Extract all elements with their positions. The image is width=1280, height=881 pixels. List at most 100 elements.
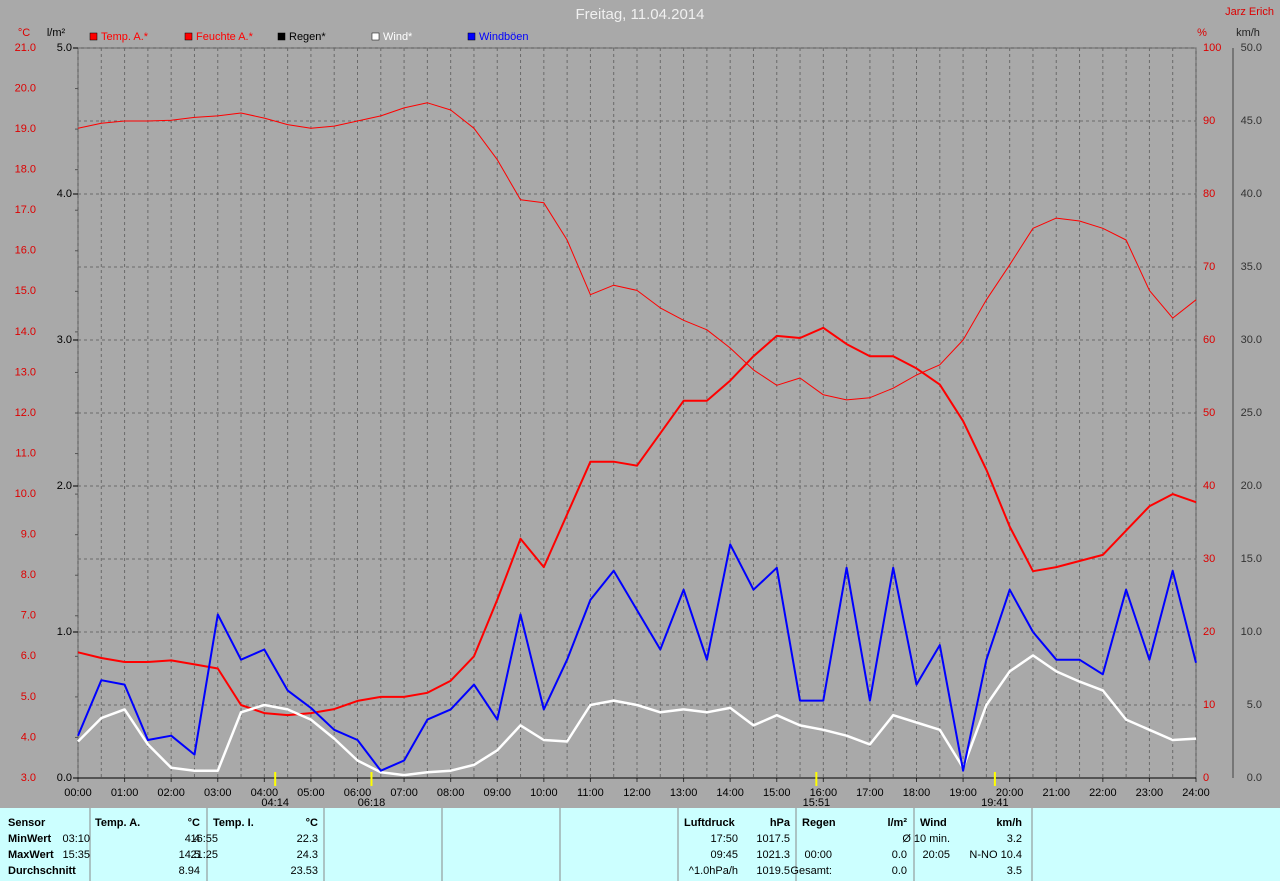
y3-tick-label: 4.0 bbox=[57, 188, 72, 200]
x-tick-label: 16:00 bbox=[810, 787, 838, 799]
x-tick-label: 14:00 bbox=[716, 787, 744, 799]
x-tick-label: 20:00 bbox=[996, 787, 1024, 799]
y2-tick-label: 80 bbox=[1203, 188, 1215, 200]
cell-label: ^1.0hPa/h bbox=[689, 865, 738, 877]
y-tick-label: 19.0 bbox=[15, 123, 36, 135]
cell-label: 20:05 bbox=[922, 849, 950, 861]
y-tick-label: 15.0 bbox=[15, 285, 36, 297]
y-tick-label: 18.0 bbox=[15, 164, 36, 176]
panel-title: Wind bbox=[920, 817, 947, 829]
cell-label: Ø 10 min. bbox=[902, 833, 950, 845]
cell-value: 0.0 bbox=[892, 865, 907, 877]
y-tick-label: 11.0 bbox=[15, 447, 36, 459]
x-tick-label: 04:00 bbox=[251, 787, 279, 799]
cell-value: 22.3 bbox=[297, 833, 318, 845]
y2-tick-label: 100 bbox=[1203, 42, 1221, 54]
y4-tick-label: 35.0 bbox=[1241, 261, 1262, 273]
cell-value: 3.5 bbox=[1007, 865, 1022, 877]
y-tick-label: 17.0 bbox=[15, 204, 36, 216]
cell-value: 23.53 bbox=[290, 865, 318, 877]
panel-unit: l/m² bbox=[887, 817, 907, 829]
y2-tick-label: 30 bbox=[1203, 553, 1215, 565]
series-line bbox=[77, 326, 1197, 717]
x-tick-label: 19:00 bbox=[949, 787, 977, 799]
cell-label: Gesamt: bbox=[790, 865, 832, 877]
x-tick-label: 07:00 bbox=[390, 787, 418, 799]
series-line bbox=[77, 102, 1197, 401]
panel-title: Luftdruck bbox=[684, 817, 736, 829]
stats-panel bbox=[0, 808, 1280, 881]
y4-tick-label: 40.0 bbox=[1241, 188, 1262, 200]
row-label: Sensor bbox=[8, 817, 46, 829]
y3-tick-label: 2.0 bbox=[57, 480, 72, 492]
x-tick-label: 18:00 bbox=[903, 787, 931, 799]
y2-tick-label: 0 bbox=[1203, 772, 1209, 784]
y4-tick-label: 5.0 bbox=[1247, 699, 1262, 711]
y3-tick-label: 1.0 bbox=[57, 626, 72, 638]
row-label: MinWert bbox=[8, 833, 52, 845]
legend-swatch bbox=[467, 32, 476, 41]
event-label: 15:51 bbox=[803, 797, 831, 809]
x-tick-label: 00:00 bbox=[64, 787, 92, 799]
x-tick-label: 21:00 bbox=[1042, 787, 1070, 799]
cell-label: 09:45 bbox=[710, 849, 738, 861]
cell-value: 3.2 bbox=[1007, 833, 1022, 845]
y4-tick-label: 25.0 bbox=[1241, 407, 1262, 419]
cell-label: 15:35 bbox=[62, 849, 90, 861]
y3-axis-unit: l/m² bbox=[47, 27, 66, 39]
panel-unit: hPa bbox=[770, 817, 791, 829]
y3-tick-label: 3.0 bbox=[57, 334, 72, 346]
event-label: 19:41 bbox=[981, 797, 1009, 809]
x-tick-label: 03:00 bbox=[204, 787, 232, 799]
cell-value: 1021.3 bbox=[756, 849, 790, 861]
cell-label: 03:10 bbox=[62, 833, 90, 845]
series-line bbox=[77, 543, 1197, 772]
x-tick-label: 17:00 bbox=[856, 787, 884, 799]
x-tick-label: 12:00 bbox=[623, 787, 651, 799]
y2-tick-label: 20 bbox=[1203, 626, 1215, 638]
y-tick-label: 13.0 bbox=[15, 366, 36, 378]
y4-tick-label: 50.0 bbox=[1241, 42, 1262, 54]
y-tick-label: 14.0 bbox=[15, 326, 36, 338]
y3-tick-label: 0.0 bbox=[57, 772, 72, 784]
event-label: 04:14 bbox=[261, 797, 289, 809]
y4-tick-label: 30.0 bbox=[1241, 334, 1262, 346]
x-tick-label: 23:00 bbox=[1136, 787, 1164, 799]
x-tick-label: 24:00 bbox=[1182, 787, 1210, 799]
series-line bbox=[77, 654, 1197, 777]
x-tick-label: 22:00 bbox=[1089, 787, 1117, 799]
x-tick-label: 13:00 bbox=[670, 787, 698, 799]
chart-title: Freitag, 11.04.2014 bbox=[576, 6, 705, 23]
y-tick-label: 4.0 bbox=[21, 731, 36, 743]
panel-title: Regen bbox=[802, 817, 836, 829]
x-tick-label: 05:00 bbox=[297, 787, 325, 799]
y4-tick-label: 10.0 bbox=[1241, 626, 1262, 638]
y2-tick-label: 90 bbox=[1203, 115, 1215, 127]
author: Jarz Erich bbox=[1225, 6, 1274, 18]
y2-axis-unit: % bbox=[1197, 27, 1207, 39]
panel-unit: °C bbox=[306, 817, 318, 829]
legend-label: Windböen bbox=[479, 31, 529, 43]
y4-axis-unit: km/h bbox=[1236, 27, 1260, 39]
cell-value: 14.5 bbox=[179, 849, 200, 861]
legend-label: Feuchte A.* bbox=[196, 31, 254, 43]
legend-swatch bbox=[89, 32, 98, 41]
y2-tick-label: 50 bbox=[1203, 407, 1215, 419]
legend-label: Temp. A.* bbox=[101, 31, 149, 43]
x-tick-label: 09:00 bbox=[483, 787, 511, 799]
y-axis-unit: °C bbox=[18, 27, 30, 39]
y-tick-label: 7.0 bbox=[21, 610, 36, 622]
panel-unit: °C bbox=[188, 817, 200, 829]
cell-label: 21:25 bbox=[190, 849, 218, 861]
y4-tick-label: 45.0 bbox=[1241, 115, 1262, 127]
cell-label: 00:00 bbox=[804, 849, 832, 861]
y-tick-label: 21.0 bbox=[15, 42, 36, 54]
event-label: 06:18 bbox=[358, 797, 386, 809]
x-tick-label: 06:00 bbox=[344, 787, 372, 799]
y4-tick-label: 15.0 bbox=[1241, 553, 1262, 565]
cell-label: 16:55 bbox=[190, 833, 218, 845]
panel-unit: km/h bbox=[996, 817, 1022, 829]
x-tick-label: 10:00 bbox=[530, 787, 558, 799]
